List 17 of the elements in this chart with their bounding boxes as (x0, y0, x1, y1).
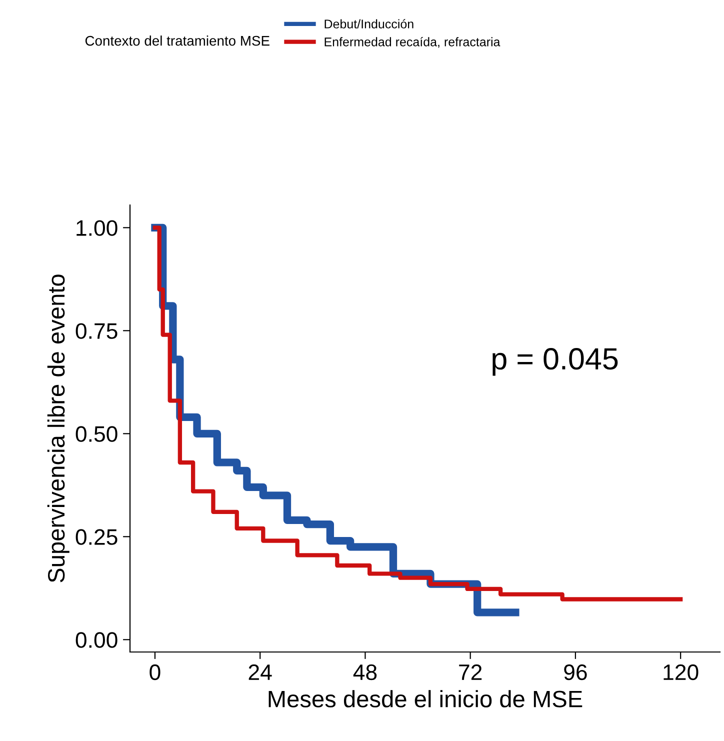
y-tick-label: 0.00 (76, 632, 118, 648)
x-tick-label: 24 (248, 664, 272, 680)
x-tick-label: 120 (664, 664, 698, 680)
y-tick-label: 0.75 (76, 323, 118, 339)
annotation: p = 0.045 (492, 348, 618, 376)
x-tick-label: 0 (150, 664, 160, 680)
y-axis-title: Supervivencia libre de evento (47, 274, 70, 582)
x-tick-label: 48 (353, 664, 377, 680)
y-tick-label: 1.00 (76, 220, 118, 236)
x-tick-label: 72 (459, 664, 482, 680)
x-axis-title: Meses desde el inicio de MSE (268, 690, 582, 708)
legend-label: Debut/Inducción (324, 19, 414, 28)
x-tick-label: 96 (564, 664, 587, 680)
legend-label: Enfermedad recaída, refractaria (324, 37, 500, 48)
legend-title: Contexto del tratamiento MSE (85, 36, 270, 46)
y-tick-label: 0.25 (76, 529, 118, 545)
y-tick-label: 0.50 (76, 426, 118, 442)
